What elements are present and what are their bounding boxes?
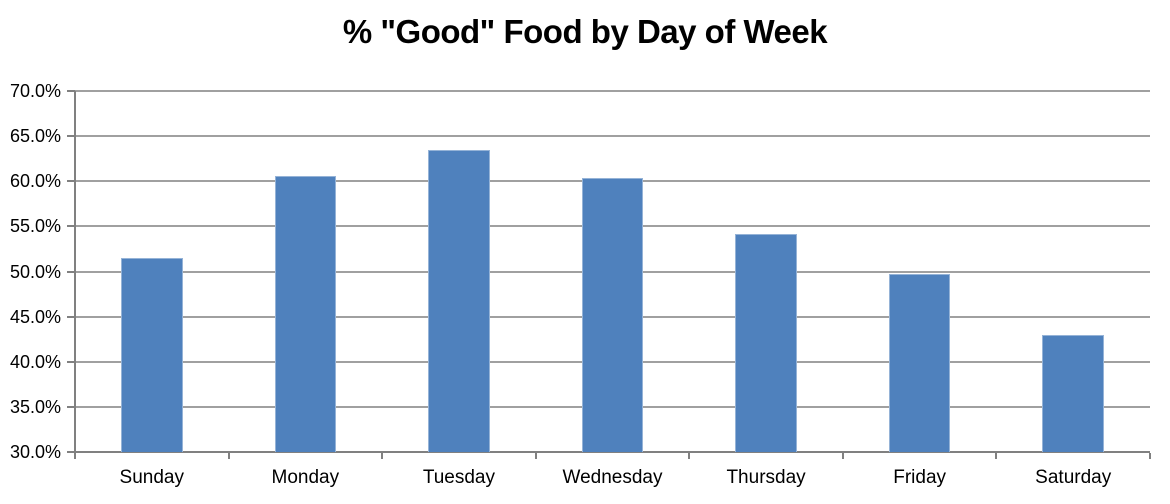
y-axis-line [74, 91, 76, 452]
y-tickmark-30 [67, 451, 75, 453]
x-tickmark-4 [688, 453, 691, 459]
x-tickmark-2 [381, 453, 384, 459]
bar-wednesday [581, 177, 644, 452]
y-tick-label-50: 50.0% [9, 261, 61, 282]
y-tickmark-35 [67, 405, 75, 408]
y-tick-label-35: 35.0% [9, 396, 61, 417]
gridline-65 [75, 135, 1150, 138]
x-label-friday: Friday [893, 467, 947, 488]
chart-title: % "Good" Food by Day of Week [342, 13, 828, 50]
y-tick-label-65: 65.0% [9, 126, 61, 147]
y-tick-label-40: 40.0% [9, 351, 61, 372]
x-tickmark-0 [74, 453, 76, 459]
x-tickmark-1 [227, 453, 230, 459]
x-tickmark-6 [995, 453, 998, 459]
y-tickmark-45 [67, 315, 75, 318]
y-tickmark-70 [67, 90, 75, 92]
y-tick-label-70: 70.0% [9, 81, 61, 101]
bar-saturday [1042, 334, 1104, 452]
x-label-thursday: Thursday [726, 467, 806, 488]
x-tickmark-3 [534, 453, 537, 459]
x-label-monday: Monday [271, 467, 340, 488]
y-tickmark-65 [67, 135, 75, 138]
y-tick-label-60: 60.0% [9, 171, 61, 192]
y-tick-label-45: 45.0% [9, 306, 61, 327]
bar-friday [888, 274, 951, 452]
bar-sunday [121, 257, 183, 452]
x-axis-line [74, 451, 1150, 453]
y-tick-label-55: 55.0% [9, 216, 61, 237]
x-label-sunday: Sunday [119, 467, 184, 488]
bar-tuesday [428, 149, 490, 452]
x-tickmark-5 [841, 453, 844, 459]
bar-thursday [735, 234, 797, 452]
y-tickmark-40 [67, 360, 75, 363]
y-tick-label-30: 30.0% [9, 442, 61, 462]
x-label-tuesday: Tuesday [422, 467, 495, 488]
bar-monday [274, 175, 337, 452]
x-label-saturday: Saturday [1035, 467, 1112, 488]
x-label-wednesday: Wednesday [562, 467, 663, 488]
x-tickmark-7 [1149, 453, 1151, 459]
y-tickmark-50 [67, 270, 75, 273]
gridline-70 [75, 90, 1150, 92]
y-tickmark-60 [67, 180, 75, 183]
y-tickmark-55 [67, 225, 75, 228]
